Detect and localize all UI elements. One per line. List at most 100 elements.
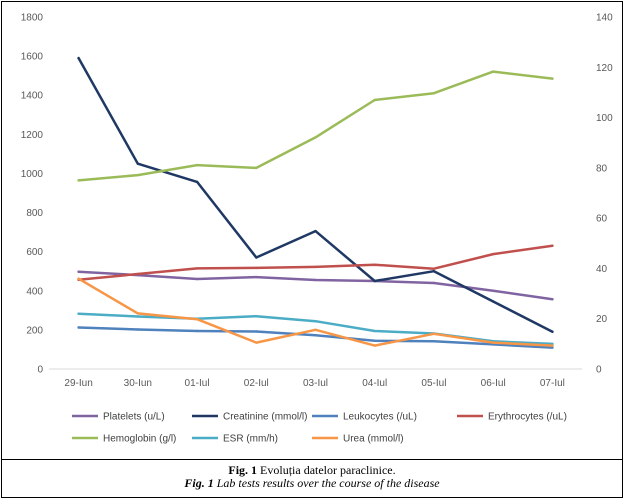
data-point bbox=[373, 339, 376, 342]
y-left-tick-label: 1800 bbox=[21, 13, 44, 24]
y-left-tick-label: 400 bbox=[26, 286, 43, 297]
y-right-tick-label: 80 bbox=[596, 163, 608, 174]
caption-text: Evoluția datelor paraclinice. bbox=[257, 463, 396, 477]
x-tick-label: 01-Iul bbox=[185, 378, 210, 389]
data-point bbox=[492, 252, 495, 256]
chart-frame: 0 200 400 600 800 1000 1200 1400 1600 1800 0 20 40 60… bbox=[1, 1, 623, 460]
data-point bbox=[77, 179, 80, 182]
data-point bbox=[195, 277, 199, 281]
data-point bbox=[314, 229, 317, 233]
y-right-tick-label: 140 bbox=[596, 13, 613, 24]
data-point bbox=[314, 278, 317, 282]
legend-label: Leukocytes (/uL) bbox=[343, 412, 417, 423]
x-tick-label: 06-Iul bbox=[481, 378, 506, 389]
legend-item: Hemoglobin (g/l) bbox=[72, 434, 176, 445]
legend-item: Erythrocytes (/uL) bbox=[457, 412, 567, 423]
legend-label: Erythrocytes (/uL) bbox=[488, 412, 567, 423]
data-point bbox=[314, 334, 317, 337]
caption-english: Fig. 1 Lab tests results over the course… bbox=[2, 477, 622, 490]
x-tick-label: 07-Iul bbox=[540, 378, 565, 389]
data-point bbox=[77, 312, 80, 315]
data-point bbox=[195, 267, 199, 270]
legend: Platelets (u/L) Creatinine (mmol/l) Leukoc… bbox=[72, 412, 567, 445]
data-point bbox=[136, 272, 139, 276]
data-point bbox=[551, 344, 554, 347]
y-left-tick-label: 1600 bbox=[21, 52, 44, 63]
x-tick-label: 05-Iul bbox=[421, 378, 446, 389]
axes: 0 200 400 600 800 1000 1200 1400 1600 1800 0 20 40 60… bbox=[21, 13, 613, 390]
y-left-tick-label: 1000 bbox=[21, 169, 44, 180]
y-right-tick-label: 0 bbox=[596, 365, 602, 376]
caption-label: Fig. 1 bbox=[184, 476, 214, 490]
data-point bbox=[432, 92, 436, 95]
caption-text: Lab tests results over the course of the… bbox=[213, 476, 440, 490]
data-point bbox=[432, 281, 436, 285]
data-point bbox=[77, 56, 80, 60]
data-point bbox=[255, 266, 258, 270]
legend-item: Creatinine (mmol/l) bbox=[192, 412, 307, 423]
data-point bbox=[77, 277, 80, 280]
data-point bbox=[373, 263, 376, 266]
data-point bbox=[255, 166, 258, 170]
data-point bbox=[314, 328, 317, 331]
data-point bbox=[314, 136, 317, 139]
legend-item: Urea (mmol/l) bbox=[312, 434, 404, 445]
x-tick-label: 03-Iul bbox=[303, 378, 328, 389]
data-point bbox=[373, 279, 376, 283]
y-right-tick-label: 40 bbox=[596, 264, 608, 275]
data-point bbox=[255, 315, 258, 318]
legend-item: ESR (mm/h) bbox=[192, 434, 278, 445]
data-point bbox=[551, 346, 554, 349]
legend-item: Leukocytes (/uL) bbox=[312, 412, 417, 423]
data-point bbox=[136, 312, 139, 315]
data-point bbox=[432, 340, 436, 343]
series-lines bbox=[77, 56, 554, 349]
data-point bbox=[77, 326, 80, 329]
y-left-tick-label: 1400 bbox=[21, 91, 44, 102]
y-right-tick-label: 60 bbox=[596, 214, 608, 225]
legend-label: Urea (mmol/l) bbox=[343, 434, 404, 445]
x-tick-label: 29-Iun bbox=[64, 378, 92, 389]
y-right-tick-label: 120 bbox=[596, 63, 613, 74]
x-tick-label: 30-Iun bbox=[124, 378, 152, 389]
y-right-tick-label: 20 bbox=[596, 314, 608, 325]
y-left-tick-label: 0 bbox=[37, 365, 43, 376]
legend-label: Platelets (u/L) bbox=[103, 412, 165, 423]
data-point bbox=[432, 267, 436, 270]
data-point bbox=[551, 244, 554, 247]
x-tick-label: 02-Iul bbox=[244, 378, 269, 389]
data-point bbox=[314, 265, 317, 269]
data-point bbox=[373, 344, 376, 347]
data-point bbox=[255, 341, 258, 344]
caption-label: Fig. 1 bbox=[228, 463, 258, 477]
data-point bbox=[551, 77, 554, 80]
data-point bbox=[492, 289, 495, 292]
data-point bbox=[551, 330, 554, 333]
data-point bbox=[432, 270, 436, 273]
data-point bbox=[492, 300, 495, 303]
data-point bbox=[255, 256, 258, 259]
y-left-tick-label: 1200 bbox=[21, 130, 44, 141]
series-line bbox=[77, 70, 554, 182]
data-point bbox=[255, 330, 258, 333]
data-point bbox=[492, 341, 495, 344]
data-point bbox=[136, 173, 139, 177]
figure-caption: Fig. 1 Evoluția datelor paraclinice. Fig… bbox=[1, 460, 623, 498]
x-tick-label: 04-Iul bbox=[362, 378, 387, 389]
data-point bbox=[432, 332, 436, 335]
y-right-tick-label: 100 bbox=[596, 113, 613, 124]
line-chart: 0 200 400 600 800 1000 1200 1400 1600 1800 0 20 40 60… bbox=[21, 13, 613, 445]
data-point bbox=[492, 70, 495, 73]
data-point bbox=[195, 163, 199, 167]
data-point bbox=[195, 329, 199, 333]
legend-label: Creatinine (mmol/l) bbox=[223, 412, 307, 423]
legend-label: ESR (mm/h) bbox=[223, 434, 278, 445]
y-left-tick-label: 200 bbox=[26, 325, 43, 336]
caption-romanian: Fig. 1 Evoluția datelor paraclinice. bbox=[2, 464, 622, 477]
data-point bbox=[314, 320, 317, 323]
data-point bbox=[195, 180, 199, 184]
data-point bbox=[255, 275, 258, 279]
data-point bbox=[136, 328, 139, 331]
data-point bbox=[373, 329, 376, 333]
